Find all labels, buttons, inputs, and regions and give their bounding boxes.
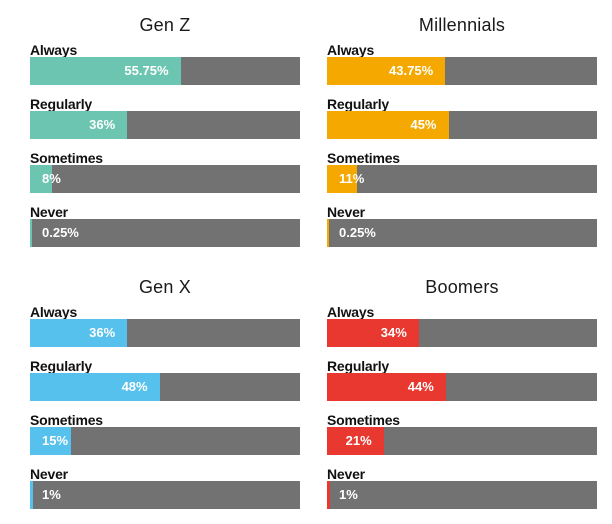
value-label: 34%: [380, 325, 407, 340]
bar-row: Never 1%: [327, 466, 597, 518]
bar-track: 43.75%: [327, 57, 597, 85]
category-label: Sometimes: [327, 150, 400, 166]
bar-row: Sometimes 8%: [30, 150, 300, 202]
bar-fill: [30, 219, 32, 247]
value-label: 45%: [410, 117, 437, 132]
bar-track: 55.75%: [30, 57, 300, 85]
bar-fill: [327, 57, 446, 85]
bar-row: Always 34%: [327, 304, 597, 356]
bar-track: 8%: [30, 165, 300, 193]
category-label: Always: [30, 304, 78, 320]
bar-track: 1%: [327, 481, 597, 509]
bar-fill: [30, 481, 33, 509]
bar-track: 36%: [30, 319, 300, 347]
bar-row: Regularly 36%: [30, 96, 300, 148]
bar-fill: [327, 481, 330, 509]
value-label: 1%: [339, 487, 358, 502]
category-label: Never: [327, 204, 365, 220]
category-label: Never: [30, 204, 68, 220]
category-label: Regularly: [327, 96, 389, 112]
value-label: 11%: [339, 171, 365, 186]
bar-fill: [327, 111, 449, 139]
value-label: 36%: [89, 117, 116, 132]
category-label: Regularly: [30, 96, 92, 112]
bar-track: 15%: [30, 427, 300, 455]
bar-fill: [327, 373, 446, 401]
category-label: Sometimes: [327, 412, 400, 428]
category-label: Always: [327, 304, 375, 320]
panel-title: Gen Z: [139, 15, 191, 35]
bar-row: Sometimes 11%: [327, 150, 597, 202]
value-label: 8%: [42, 171, 61, 186]
panel-title: Boomers: [425, 277, 499, 297]
value-label: 15%: [42, 433, 69, 448]
panel-title: Millennials: [418, 15, 506, 35]
category-label: Sometimes: [30, 150, 103, 166]
bar-track: 0.25%: [30, 219, 300, 247]
value-label: 43.75%: [389, 63, 434, 78]
bar-row: Always 36%: [30, 304, 300, 356]
value-label: 0.25%: [339, 225, 376, 240]
panel-title: Gen X: [138, 277, 192, 297]
bar-row: Never 1%: [30, 466, 300, 518]
bar-track: 1%: [30, 481, 300, 509]
bar-track: 48%: [30, 373, 300, 401]
bar-row: Regularly 44%: [327, 358, 597, 410]
bar-fill: [327, 319, 419, 347]
value-label: 1%: [42, 487, 61, 502]
value-label: 55.75%: [124, 63, 169, 78]
bar-fill: [30, 319, 128, 347]
bar-row: Regularly 45%: [327, 96, 597, 148]
bar-fill: [327, 427, 384, 455]
value-label: 48%: [121, 379, 148, 394]
category-label: Never: [30, 466, 68, 482]
bar-track: 34%: [327, 319, 597, 347]
bar-fill: [30, 165, 52, 193]
bar-row: Sometimes 15%: [30, 412, 300, 464]
category-label: Always: [327, 42, 375, 58]
bar-fill: [30, 57, 181, 85]
bar-track: 0.25%: [327, 219, 597, 247]
value-label: 44%: [407, 379, 434, 394]
category-label: Always: [30, 42, 78, 58]
bar-fill: [327, 219, 329, 247]
bar-row: Never 0.25%: [30, 204, 300, 256]
bar-row: Always 43.75%: [327, 42, 597, 94]
bar-fill: [30, 427, 71, 455]
bar-track: 21%: [327, 427, 597, 455]
bar-row: Always 55.75%: [30, 42, 300, 94]
value-label: 21%: [345, 433, 372, 448]
value-label: 0.25%: [42, 225, 79, 240]
bar-row: Regularly 48%: [30, 358, 300, 410]
bar-row: Sometimes 21%: [327, 412, 597, 464]
category-label: Regularly: [30, 358, 92, 374]
bar-fill: [30, 111, 128, 139]
bar-track: 44%: [327, 373, 597, 401]
value-label: 36%: [89, 325, 116, 340]
bar-row: Never 0.25%: [327, 204, 597, 256]
bar-fill: [327, 165, 357, 193]
bar-track: 36%: [30, 111, 300, 139]
category-label: Never: [327, 466, 365, 482]
category-label: Sometimes: [30, 412, 103, 428]
bar-track: 11%: [327, 165, 597, 193]
bar-track: 45%: [327, 111, 597, 139]
category-label: Regularly: [327, 358, 389, 374]
bar-fill: [30, 373, 160, 401]
